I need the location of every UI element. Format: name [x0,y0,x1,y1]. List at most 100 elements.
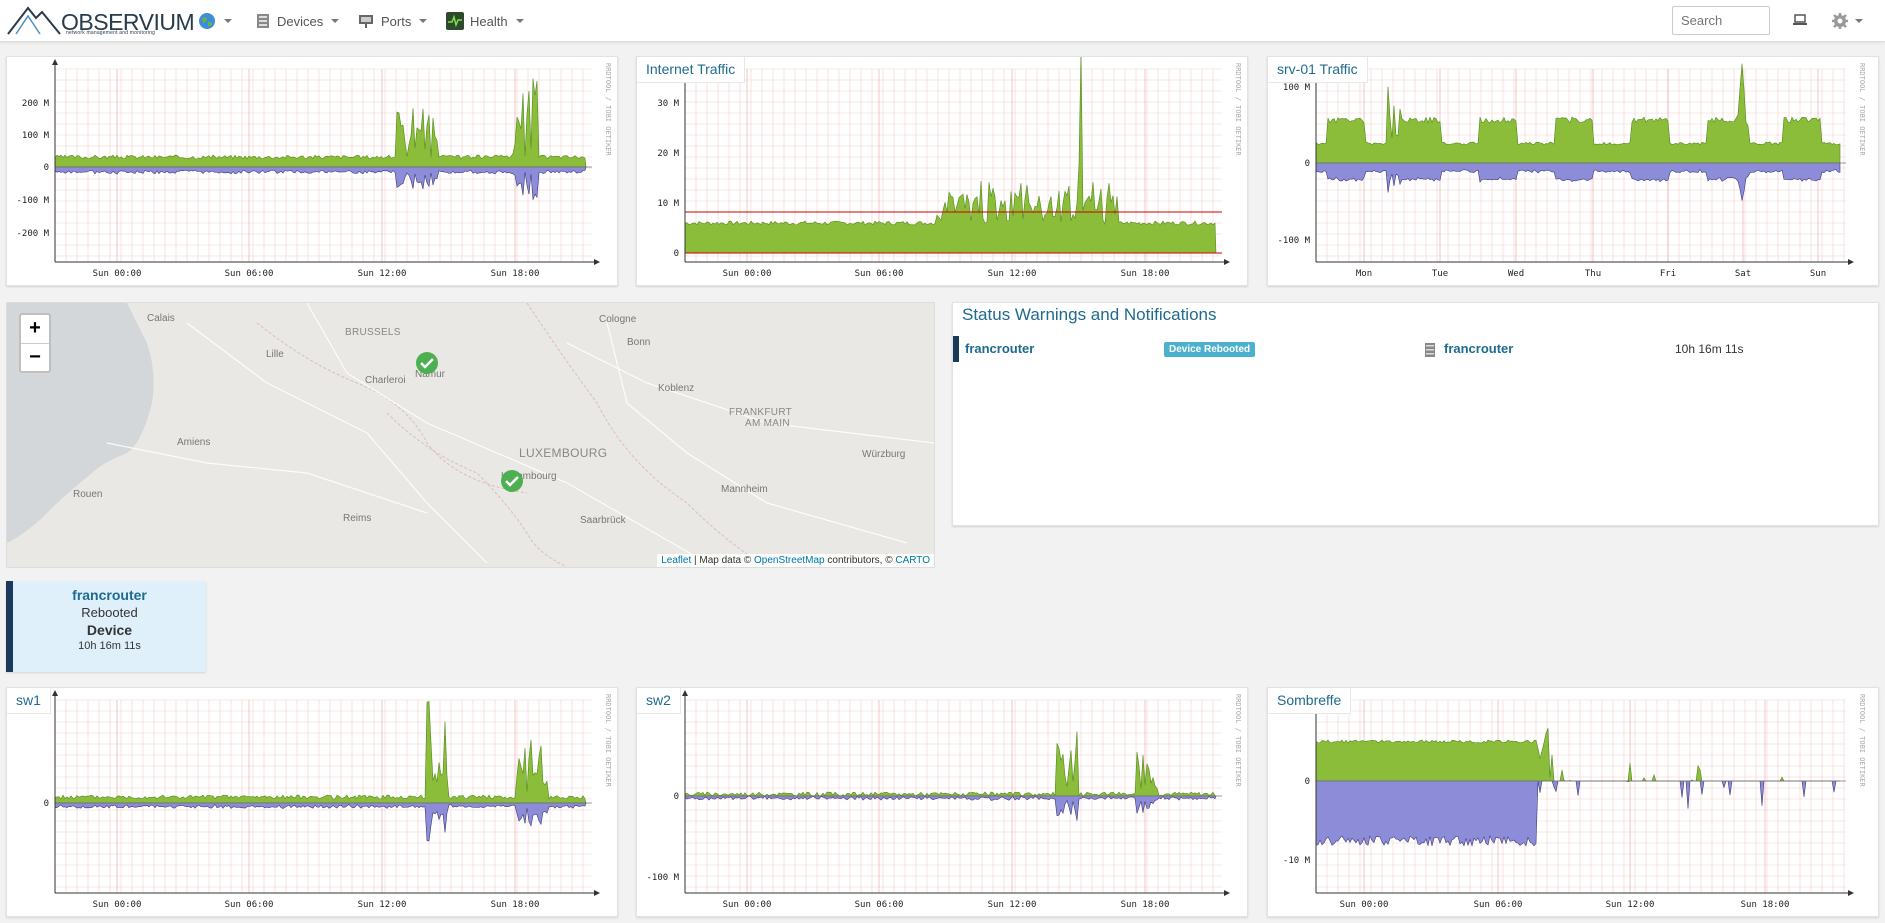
graph-title[interactable]: sw2 [637,688,681,714]
heartbeat-monitor-icon [446,12,464,30]
city-label: Koblenz [658,383,695,394]
device-marker-ok-icon[interactable] [415,351,439,375]
map-zoom-control: + − [19,313,51,373]
server-icon [257,14,269,28]
device-map[interactable]: + − Calais BRUSSELS Cologne Bonn Lille N… [6,302,935,568]
traffic-graph-internet: 30 M 20 M 10 M 0 Sun 00:00 Sun 06:00 Sun 12:00… [657,57,1242,279]
graph-panel-sw1[interactable]: sw1 0 Sun 00:00 Sun 06:00 Sun 12:00 Sun 18:0… [6,687,618,917]
server-icon [1425,343,1435,357]
city-label: Saarbrück [580,515,626,526]
x-tick-label: Thu [1585,269,1601,279]
x-tick-label: Sun 00:00 [723,900,772,910]
map-background [7,303,934,567]
city-label: Charleroi [365,375,406,386]
x-tick-label: Sun 18:00 [1121,269,1170,279]
laptop-icon[interactable] [1792,13,1808,27]
x-tick-label: Sun 12:00 [358,269,407,279]
traffic-graph-1: 200 M 100 M 0 -100 M -200 M Sun 00:00 Sun 06:0… [16,59,612,279]
y-tick-label: -200 M [16,229,49,239]
zoom-out-button[interactable]: − [29,346,41,368]
chevron-down-icon [1855,19,1863,23]
y-tick-label: -10 M [1283,856,1311,866]
nav-devices-label: Devices [277,13,324,29]
alert-entity-type: Device [86,622,133,638]
x-tick-label: Sun 12:00 [988,900,1037,910]
gear-icon [1832,13,1848,29]
brand-title: OBSERVIUM [61,9,195,35]
traffic-graph-sombreffe: 0 -10 M Sun 00:00 Sun 06:00 Sun 12:00 Sun 18:… [1283,690,1866,910]
x-tick-label: Sun 18:00 [1741,900,1790,910]
city-label: Reims [343,513,372,524]
y-tick-label: 0 [44,163,49,173]
alert-device-link[interactable]: francrouter [72,587,147,603]
rrdtool-watermark: RRDTOOL / TOBI OETIKER [604,694,612,788]
graph-title[interactable]: Internet Traffic [637,57,746,83]
rrdtool-watermark: RRDTOOL / TOBI OETIKER [1858,694,1866,788]
ethernet-port-icon [359,15,373,28]
graph-title[interactable]: Sombreffe [1268,688,1352,714]
city-label: Amiens [177,437,211,448]
rrdtool-watermark: RRDTOOL / TOBI OETIKER [1858,63,1866,157]
nav-ports-label: Ports [381,13,412,29]
x-tick-label: Sun 00:00 [93,269,142,279]
graph-panel-1[interactable]: 200 M 100 M 0 -100 M -200 M Sun 00:00 Sun 06:0… [6,56,618,286]
status-device-link[interactable]: francrouter [965,341,1035,356]
zoom-in-button[interactable]: + [21,315,49,344]
city-label: BRUSSELS [345,327,401,338]
status-row: francrouter Device Rebooted francrouter … [953,336,1877,362]
x-tick-label: Sun 06:00 [855,900,904,910]
carto-link[interactable]: CARTO [895,555,930,566]
city-label: Lille [266,349,284,360]
y-tick-label: 0 [674,249,679,259]
x-tick-label: Sun 12:00 [1606,900,1655,910]
x-tick-label: Sun 18:00 [1121,900,1170,910]
top-navbar: OBSERVIUM network management and monitor… [0,0,1885,42]
graph-panel-sw2[interactable]: sw2 0 -100 M Sun 00:00 Sun 06:00 Sun 12:00 Su… [636,687,1248,917]
settings-menu[interactable] [1831,12,1863,30]
city-label: Cologne [599,314,637,325]
city-label: Calais [147,313,175,324]
y-tick-label: 200 M [22,99,50,109]
status-time: 10h 16m 11s [1675,342,1744,356]
attribution-text: | Map data © [691,555,755,566]
y-tick-label: -100 M [1277,236,1310,246]
graph-panel-srv01-traffic[interactable]: srv-01 Traffic 100 M 0 -100 M Mon Tue Wed Thu F… [1267,56,1879,286]
y-tick-label: 20 M [657,149,679,159]
status-warnings-panel [952,302,1879,526]
graph-panel-sombreffe[interactable]: Sombreffe 0 -10 M Sun 00:00 Sun 06:00 Sun 12… [1267,687,1879,917]
globe-menu[interactable] [198,11,232,31]
chevron-down-icon [224,19,232,23]
y-tick-label: 0 [44,799,49,809]
graph-title[interactable]: srv-01 Traffic [1268,57,1368,83]
traffic-graph-sw2: 0 -100 M Sun 00:00 Sun 06:00 Sun 12:00 Sun 18… [646,690,1242,910]
graph-title[interactable]: sw1 [7,688,51,714]
city-label: AM MAIN [745,418,790,429]
x-tick-label: Sun 00:00 [93,900,142,910]
y-tick-label: 0 [674,792,679,802]
observium-logo[interactable]: OBSERVIUM network management and monitor… [6,4,195,37]
x-tick-label: Fri [1660,269,1676,279]
chevron-down-icon [515,19,524,23]
y-tick-label: 0 [1305,159,1310,169]
city-label: Rouen [73,489,103,500]
alert-status-text: Rebooted [81,605,138,620]
traffic-graph-srv01: 100 M 0 -100 M Mon Tue Wed Thu Fri Sat Sun RRDTOOL… [1277,59,1866,279]
nav-devices[interactable]: Devices [255,11,340,31]
x-tick-label: Sun 00:00 [723,269,772,279]
city-label: Namur [415,369,446,380]
nav-health[interactable]: Health [446,11,524,31]
leaflet-link[interactable]: Leaflet [661,555,692,566]
search-input[interactable] [1672,6,1770,35]
device-marker-ok-icon[interactable] [500,469,524,493]
nav-ports[interactable]: Ports [357,11,428,31]
traffic-graph-sw1: 0 Sun 00:00 Sun 06:00 Sun 12:00 Sun 18:00 RRD… [44,690,612,910]
osm-link[interactable]: OpenStreetMap [754,555,825,566]
y-tick-label: -100 M [646,873,679,883]
device-alert-box[interactable]: francrouter Rebooted Device 10h 16m 11s [6,581,206,672]
logo-mountain-icon [7,6,61,35]
x-tick-label: Sun 18:00 [491,269,540,279]
rrdtool-watermark: RRDTOOL / TOBI OETIKER [1234,63,1242,157]
x-tick-label: Sun 00:00 [1340,900,1389,910]
graph-panel-internet-traffic[interactable]: Internet Traffic 30 M 20 M 10 M 0 Sun 00:00 S… [636,56,1248,286]
status-entity-link[interactable]: francrouter [1444,341,1514,356]
